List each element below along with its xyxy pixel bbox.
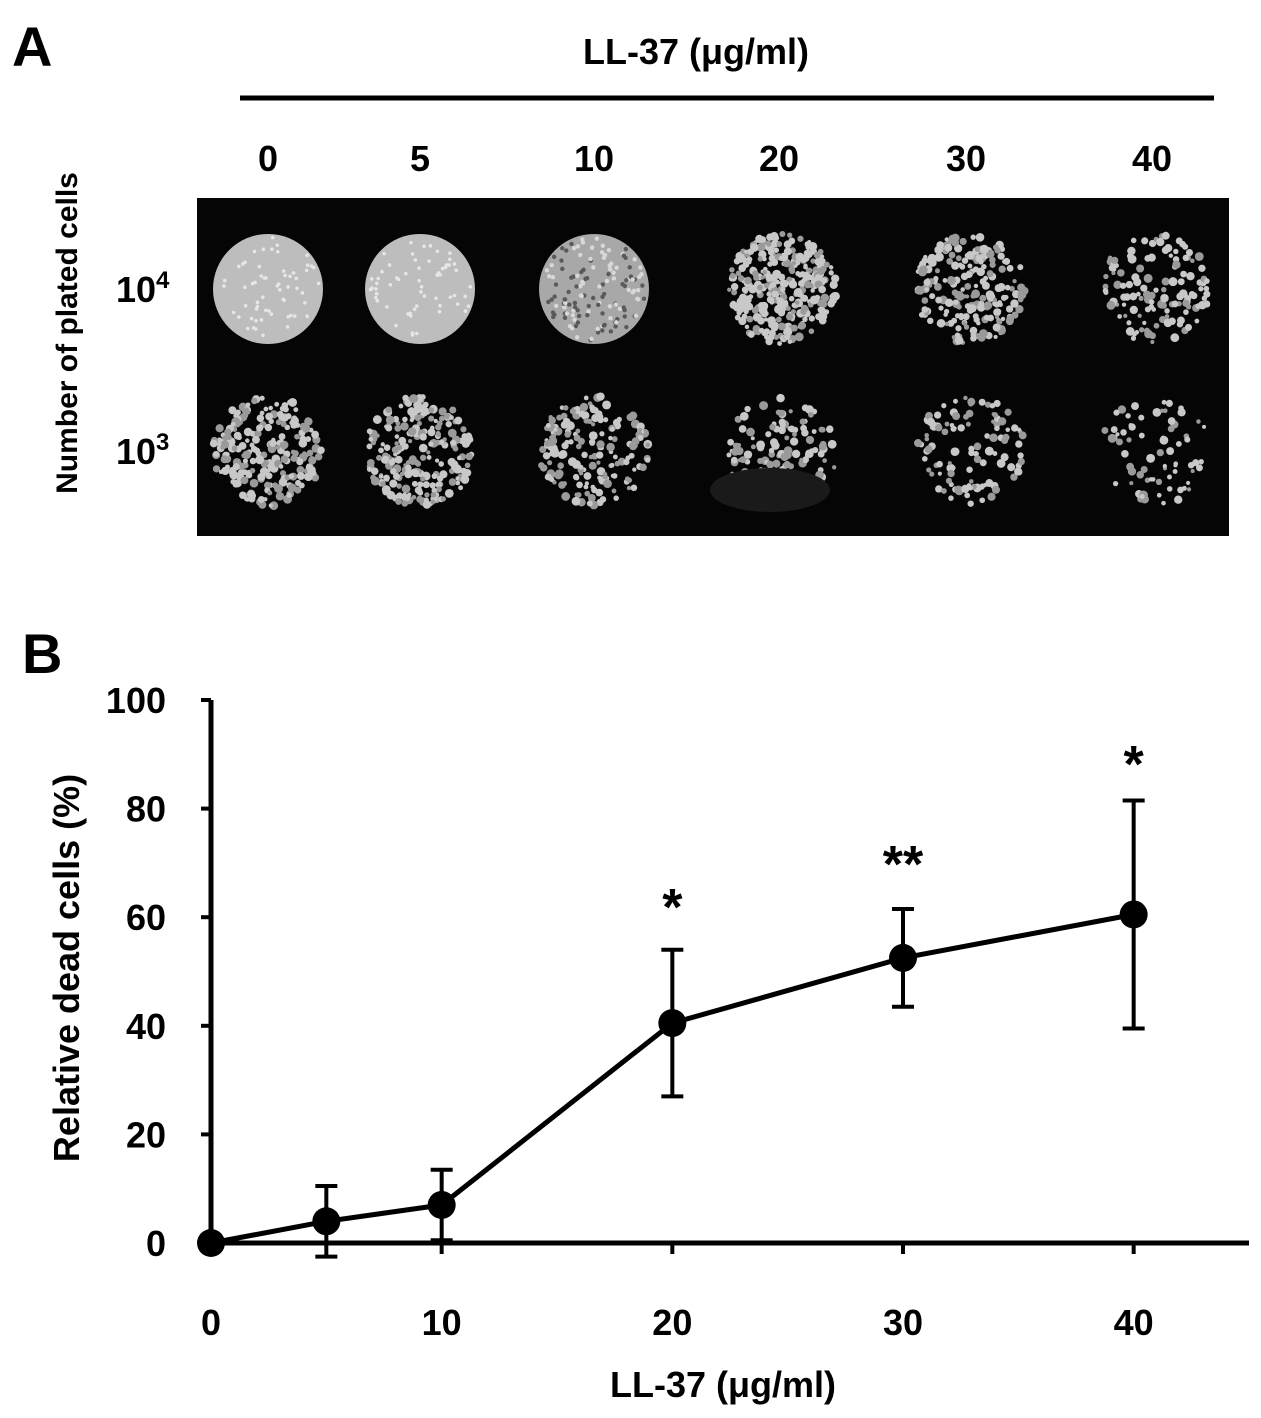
colony-spot: [538, 392, 653, 510]
row-labels: 104 103: [116, 267, 170, 472]
colony-spot: [539, 234, 649, 344]
colony-spot: [1102, 231, 1211, 345]
y-tick-label: 60: [126, 897, 166, 938]
colony-spots: [209, 231, 1211, 512]
row-label: 103: [116, 429, 169, 472]
row-axis-label: Number of plated cells: [51, 172, 84, 494]
data-point: [658, 1009, 687, 1038]
x-tick-label: 0: [201, 1302, 221, 1343]
concentration-label: 0: [258, 138, 278, 179]
concentration-label: 5: [410, 138, 430, 179]
concentration-label: 30: [946, 138, 986, 179]
colony-spot: [209, 395, 325, 511]
x-tick-label: 20: [652, 1302, 692, 1343]
panel-a-letter: A: [12, 15, 52, 78]
colony-spot: [365, 234, 475, 344]
y-tick-label: 40: [126, 1006, 166, 1047]
series-line: [210, 912, 1135, 1246]
colony-spot: [727, 231, 840, 346]
data-point: [1119, 900, 1148, 929]
x-tick-label: 30: [883, 1302, 923, 1343]
colony-spot: [913, 395, 1027, 507]
panel-a-header-label: LL-37 (μg/ml): [583, 31, 809, 72]
colony-spot: [366, 394, 475, 509]
plate-photo: [197, 198, 1229, 536]
significance-marker: *: [662, 879, 683, 937]
x-axis-label: LL-37 (μg/ml): [610, 1364, 836, 1405]
y-tick-label: 0: [146, 1223, 166, 1264]
x-tick-label: 10: [422, 1302, 462, 1343]
concentration-label: 10: [574, 138, 614, 179]
row-label: 104: [116, 267, 170, 310]
concentration-labels: 0 5 10 20 30 40: [258, 138, 1172, 179]
data-point: [312, 1207, 341, 1236]
y-tick-label: 20: [126, 1114, 166, 1155]
concentration-label: 20: [759, 138, 799, 179]
x-tick-label: 40: [1114, 1302, 1154, 1343]
colony-spot: [213, 234, 323, 344]
significance-marker: **: [883, 836, 924, 894]
significance-marker: *: [1124, 736, 1145, 794]
line-chart: 0 20 40 60 80 100 0 10 20 30 40 LL-37 (μg/ml) Relati…: [46, 680, 1249, 1405]
data-point: [427, 1190, 456, 1219]
data-point: [889, 943, 917, 972]
plate-smear: [710, 468, 830, 512]
y-tick-label: 100: [106, 680, 166, 721]
y-tick-label: 80: [126, 789, 166, 830]
y-axis-label: Relative dead cells (%): [46, 774, 87, 1162]
colony-spot: [1101, 399, 1207, 506]
data-point: [197, 1229, 225, 1257]
concentration-label: 40: [1132, 138, 1172, 179]
panel-b-letter: B: [22, 622, 62, 685]
colony-spot: [914, 232, 1029, 346]
